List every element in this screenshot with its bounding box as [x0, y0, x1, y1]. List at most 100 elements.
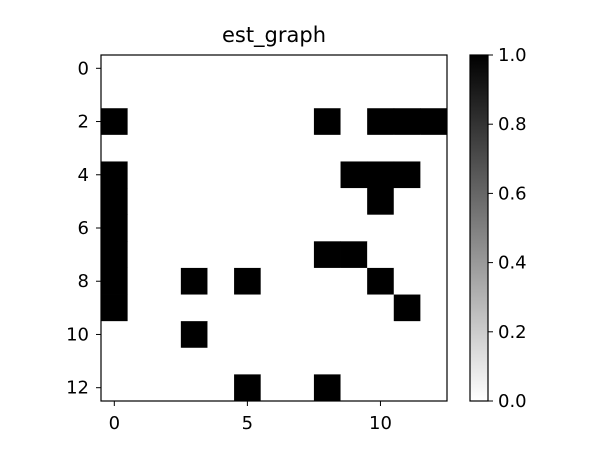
heatmap-cell: [180, 294, 208, 322]
heatmap-cell: [234, 161, 262, 189]
heatmap-cell: [180, 134, 208, 162]
heatmap-cell: [234, 347, 262, 375]
heatmap-cell: [340, 108, 368, 136]
heatmap-cells: [101, 55, 448, 402]
heatmap-cell: [367, 188, 395, 216]
colorbar-tick-label: 0.0: [498, 391, 527, 412]
heatmap-cell: [101, 347, 129, 375]
heatmap-cell: [127, 321, 155, 349]
heatmap-cell: [207, 241, 235, 269]
colorbar-axis: 0.0 0.2 0.4 0.6 0.8 1.0: [488, 45, 527, 412]
heatmap-cell: [340, 81, 368, 109]
y-tick-label: 6: [78, 218, 89, 239]
heatmap-cell: [367, 134, 395, 162]
heatmap-cell: [207, 347, 235, 375]
colorbar-tick-label: 0.2: [498, 322, 527, 343]
heatmap-cell: [101, 108, 129, 136]
heatmap-cell: [313, 321, 341, 349]
heatmap-cell: [340, 188, 368, 216]
heatmap-cell: [340, 241, 368, 269]
heatmap-cell: [420, 294, 448, 322]
colorbar: 0.0 0.2 0.4 0.6 0.8 1.0: [469, 45, 527, 412]
heatmap-cell: [101, 294, 129, 322]
heatmap-cell: [180, 241, 208, 269]
heatmap-cell: [393, 374, 421, 402]
heatmap-cell: [260, 321, 288, 349]
heatmap-cell: [367, 374, 395, 402]
heatmap-cell: [287, 134, 315, 162]
heatmap-cell: [420, 347, 448, 375]
heatmap-cell: [420, 267, 448, 295]
y-tick-label: 8: [78, 271, 89, 292]
heatmap-cell: [234, 188, 262, 216]
heatmap-cell: [367, 347, 395, 375]
heatmap-cell: [287, 321, 315, 349]
heatmap-cell: [340, 134, 368, 162]
y-tick-label: 2: [78, 112, 89, 133]
heatmap-cell: [127, 134, 155, 162]
heatmap-cell: [234, 108, 262, 136]
heatmap-cell: [287, 267, 315, 295]
heatmap-cell: [393, 108, 421, 136]
heatmap-cell: [101, 214, 129, 242]
heatmap-cell: [340, 374, 368, 402]
heatmap-cell: [154, 134, 182, 162]
heatmap-cell: [207, 55, 235, 83]
colorbar-tick-label: 0.6: [498, 183, 527, 204]
heatmap-cell: [234, 321, 262, 349]
heatmap-cell: [207, 161, 235, 189]
heatmap-cell: [367, 294, 395, 322]
x-tick-label: 10: [369, 413, 392, 434]
heatmap-cell: [287, 214, 315, 242]
heatmap-cell: [420, 214, 448, 242]
heatmap-cell: [154, 294, 182, 322]
heatmap-cell: [127, 374, 155, 402]
heatmap-cell: [287, 188, 315, 216]
colorbar-gradient: [470, 55, 488, 401]
heatmap-cell: [127, 108, 155, 136]
heatmap-cell: [420, 134, 448, 162]
colorbar-tick-label: 0.8: [498, 114, 527, 135]
heatmap-cell: [393, 321, 421, 349]
heatmap-cell: [287, 161, 315, 189]
heatmap-cell: [393, 241, 421, 269]
heatmap-cell: [260, 214, 288, 242]
heatmap-cell: [207, 294, 235, 322]
heatmap-cell: [127, 214, 155, 242]
heatmap-cell: [207, 214, 235, 242]
heatmap-cell: [260, 81, 288, 109]
heatmap-cell: [101, 188, 129, 216]
heatmap-cell: [234, 55, 262, 83]
heatmap-cell: [367, 241, 395, 269]
heatmap-cell: [127, 294, 155, 322]
heatmap-cell: [101, 81, 129, 109]
heatmap-cell: [127, 81, 155, 109]
heatmap-cell: [180, 55, 208, 83]
heatmap-cell: [180, 81, 208, 109]
x-axis: 0 5 10: [109, 401, 392, 434]
heatmap-cell: [260, 267, 288, 295]
heatmap-cell: [154, 161, 182, 189]
heatmap-cell: [313, 81, 341, 109]
heatmap-cell: [420, 241, 448, 269]
heatmap-cell: [420, 321, 448, 349]
heatmap-cell: [260, 374, 288, 402]
heatmap-cell: [154, 241, 182, 269]
heatmap-cell: [340, 294, 368, 322]
heatmap-cell: [313, 108, 341, 136]
heatmap-cell: [154, 321, 182, 349]
heatmap-cell: [313, 214, 341, 242]
heatmap-cell: [393, 161, 421, 189]
x-tick-label: 5: [242, 413, 253, 434]
heatmap-cell: [313, 188, 341, 216]
heatmap-cell: [260, 294, 288, 322]
heatmap-cell: [154, 55, 182, 83]
heatmap-cell: [234, 134, 262, 162]
heatmap-cell: [260, 188, 288, 216]
heatmap-cell: [154, 81, 182, 109]
heatmap-cell: [207, 321, 235, 349]
heatmap-cell: [393, 188, 421, 216]
heatmap-cell: [287, 241, 315, 269]
heatmap-cell: [367, 161, 395, 189]
